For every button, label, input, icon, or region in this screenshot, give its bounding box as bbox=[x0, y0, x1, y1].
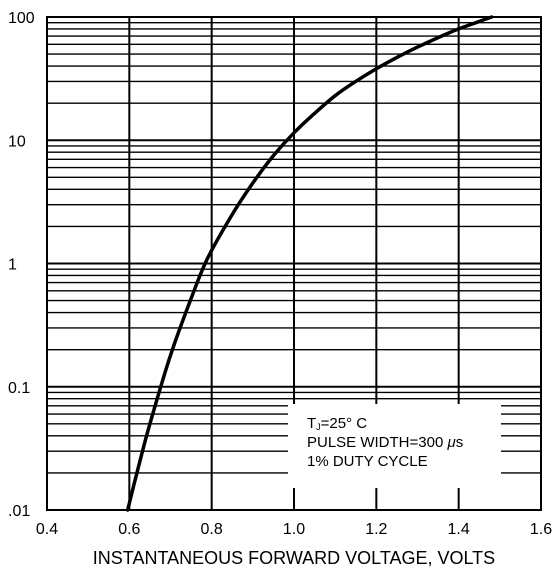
annotation-box: TJ=25° C PULSE WIDTH=300 μs 1% DUTY CYCL… bbox=[288, 404, 501, 488]
y-tick-label: 10 bbox=[8, 133, 26, 150]
y-tick-label: 100 bbox=[8, 10, 35, 27]
y-tick-label: 1 bbox=[8, 257, 17, 274]
y-tick-label: .01 bbox=[8, 503, 30, 520]
x-tick-label: 0.6 bbox=[118, 521, 140, 538]
series-line bbox=[125, 15, 494, 512]
x-axis-label: INSTANTANEOUS FORWARD VOLTAGE, VOLTS bbox=[93, 548, 495, 568]
annotation-line-pulse-width: PULSE WIDTH=300 μs bbox=[307, 434, 463, 451]
x-tick-label: 0.8 bbox=[201, 521, 223, 538]
x-tick-label: 1.2 bbox=[365, 521, 387, 538]
plot-frame bbox=[46, 16, 542, 511]
y-tick-label: 0.1 bbox=[8, 380, 30, 397]
x-tick-label: 1.4 bbox=[448, 521, 470, 538]
x-tick-label: 1.6 bbox=[530, 521, 552, 538]
x-tick-label: 1.0 bbox=[283, 521, 305, 538]
y-tick-labels: .01 0.1 1 10 100 bbox=[8, 10, 35, 520]
x-tick-label: 0.4 bbox=[36, 521, 58, 538]
x-tick-labels: 0.4 0.6 0.8 1.0 1.2 1.4 1.6 bbox=[36, 521, 552, 538]
annotation-line-duty-cycle: 1% DUTY CYCLE bbox=[307, 453, 428, 470]
annotation-line-temperature: TJ=25° C bbox=[307, 415, 367, 432]
